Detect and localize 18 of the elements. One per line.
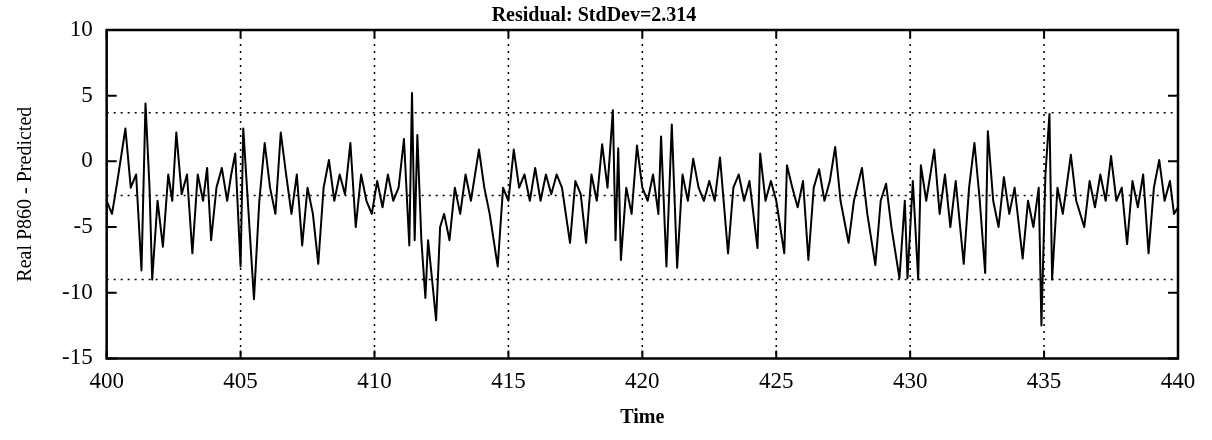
y-tick-label: -5 [73, 213, 93, 239]
y-tick-label: 0 [81, 147, 93, 173]
y-tick-label: -10 [61, 278, 93, 304]
x-tick-label: 415 [491, 368, 526, 394]
x-tick-label: 400 [89, 368, 124, 394]
y-tick-label: 5 [81, 81, 93, 107]
x-tick-label: 430 [892, 368, 928, 394]
y-tick-label: -15 [61, 344, 93, 370]
y-tick-label: 10 [69, 16, 93, 42]
x-tick-label: 405 [223, 368, 258, 394]
y-axis-title: Real P860 - Predicted [13, 106, 36, 282]
x-tick-label: 420 [625, 368, 660, 394]
chart-title: Residual: StdDev=2.314 [491, 3, 697, 26]
x-axis-title: Time [620, 405, 665, 428]
x-tick-label: 410 [357, 368, 392, 394]
x-tick-label: 425 [759, 368, 794, 394]
x-tick-label: 435 [1026, 368, 1062, 394]
x-tick-label: 440 [1160, 368, 1196, 394]
